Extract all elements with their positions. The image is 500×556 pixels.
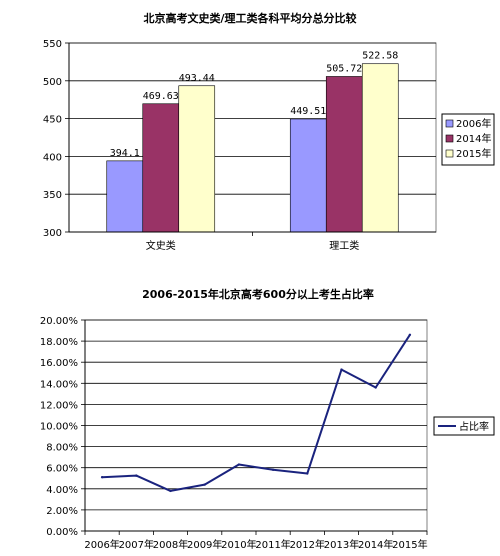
chart2-ytick-label: 8.00% [46,443,78,454]
series-point [237,463,241,466]
bar-data-label: 522.58 [362,51,398,62]
chart1-legend: 2006年 2014年 2015年 [441,113,495,166]
chart2-ytick-label: 10.00% [40,422,78,433]
legend-swatch-2015 [445,149,454,158]
chart2-ytick-label: 6.00% [46,464,78,475]
chart1-ytick-label: 450 [43,115,62,126]
bar-2014年-理工类 [325,76,363,233]
legend-swatch-2006 [445,119,454,128]
chart2-x-label: 2006年 [84,538,119,551]
chart2-x-label: 2011年 [255,538,290,551]
chart2-ytick-label: 14.00% [40,379,78,390]
chart1-ytick-label: 400 [43,152,62,163]
chart1-category-label: 理工类 [329,239,359,252]
series-point [203,483,206,486]
chart2-ytick-label: 2.00% [46,506,78,517]
series-point [408,333,412,336]
series-point [271,468,275,472]
bar-data-label: 469.63 [143,91,179,102]
legend-label-ratio: 占比率 [459,420,489,433]
chart2-x-label: 2014年 [358,538,393,551]
chart2-x-label: 2013年 [324,538,359,551]
bar-data-label: 493.44 [179,73,215,84]
chart1-ytick-label: 300 [43,228,62,239]
legend-label-2006: 2006年 [456,117,491,130]
legend-swatch-2014 [445,134,454,143]
chart2-legend: 占比率 [433,416,495,436]
chart1-title: 北京高考文史类/理工类各科平均分总分比较 [143,11,356,25]
bar-2006年-文史类 [106,160,144,233]
bar-2014年-文史类 [142,103,180,233]
chart2-ytick-label: 12.00% [40,400,78,411]
bar-data-label: 449.51 [290,106,326,117]
chart2-x-label: 2010年 [221,538,256,551]
chart2-x-label: 2009年 [187,538,222,551]
legend-label-2014: 2014年 [456,132,491,145]
chart1-ytick-label: 350 [43,190,62,201]
series-point [374,386,377,389]
chart2-ytick-label: 0.00% [46,527,78,538]
legend-label-2015: 2015年 [456,147,491,160]
bar-2015年-文史类 [178,85,216,233]
line-chart: 2006-2015年北京高考600分以上考生占比率 0.00% 2.00% 4.00… [40,287,495,551]
chart2-ytick-label: 20.00% [40,316,78,327]
chart2-x-label: 2008年 [153,538,188,551]
series-point [135,474,138,477]
chart2-x-label: 2012年 [290,538,325,551]
series-point [100,475,104,479]
chart2-x-label: 2015年 [392,538,427,551]
bar-data-label: 394.1 [110,148,140,159]
chart1-ytick-label: 550 [43,39,62,50]
series-line-ratio [102,334,411,492]
series-point [169,489,172,493]
series-point [340,368,343,371]
bar-2006年-理工类 [289,118,327,233]
chart2-ytick-label: 16.00% [40,358,78,369]
chart2-ytick-label: 18.00% [40,337,78,348]
bar-data-label: 505.72 [326,63,362,74]
chart2-x-label: 2007年 [119,538,154,551]
bar-2015年-理工类 [361,63,399,233]
chart1-category-label: 文史类 [146,239,176,252]
chart2-title: 2006-2015年北京高考600分以上考生占比率 [142,287,374,301]
chart2-ytick-label: 4.00% [46,485,78,496]
chart1-ytick-label: 500 [43,77,62,88]
series-point [306,472,309,475]
